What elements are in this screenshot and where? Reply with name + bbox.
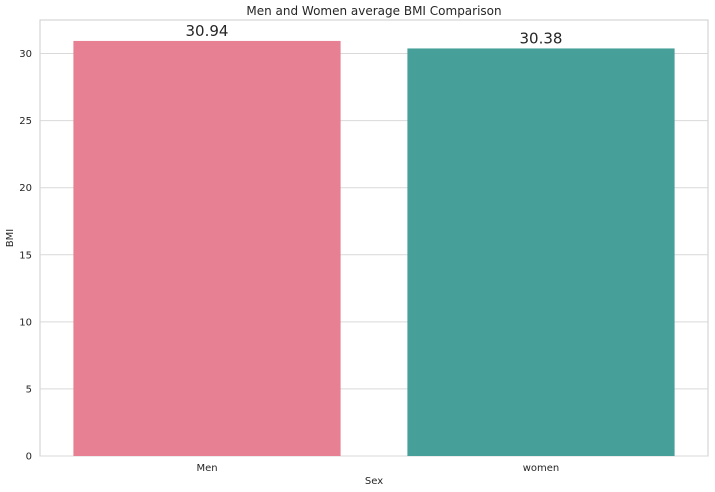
y-axis-ticks: 0 5 10 15 20 25 30 [19,49,32,462]
y-axis-label: BMI [5,229,16,247]
bar-value-label: 30.94 [186,22,229,40]
data-labels: 30.94 30.38 [186,22,563,48]
bar-value-label: 30.38 [520,29,563,47]
x-tick-label: Men [196,463,217,474]
y-tick-label: 10 [19,317,32,328]
bars [73,40,675,457]
x-axis-label: Sex [365,476,383,487]
x-tick-label: women [523,463,560,474]
y-tick-label: 30 [19,49,32,60]
y-tick-label: 5 [26,384,32,395]
y-tick-label: 15 [19,250,32,261]
bar-women [407,48,675,457]
y-tick-label: 0 [26,452,32,463]
x-axis-ticks: Men women [196,463,559,474]
y-tick-label: 25 [19,116,32,127]
bar-men [73,40,341,456]
y-tick-label: 20 [19,183,32,194]
chart-title: Men and Women average BMI Comparison [246,4,501,18]
